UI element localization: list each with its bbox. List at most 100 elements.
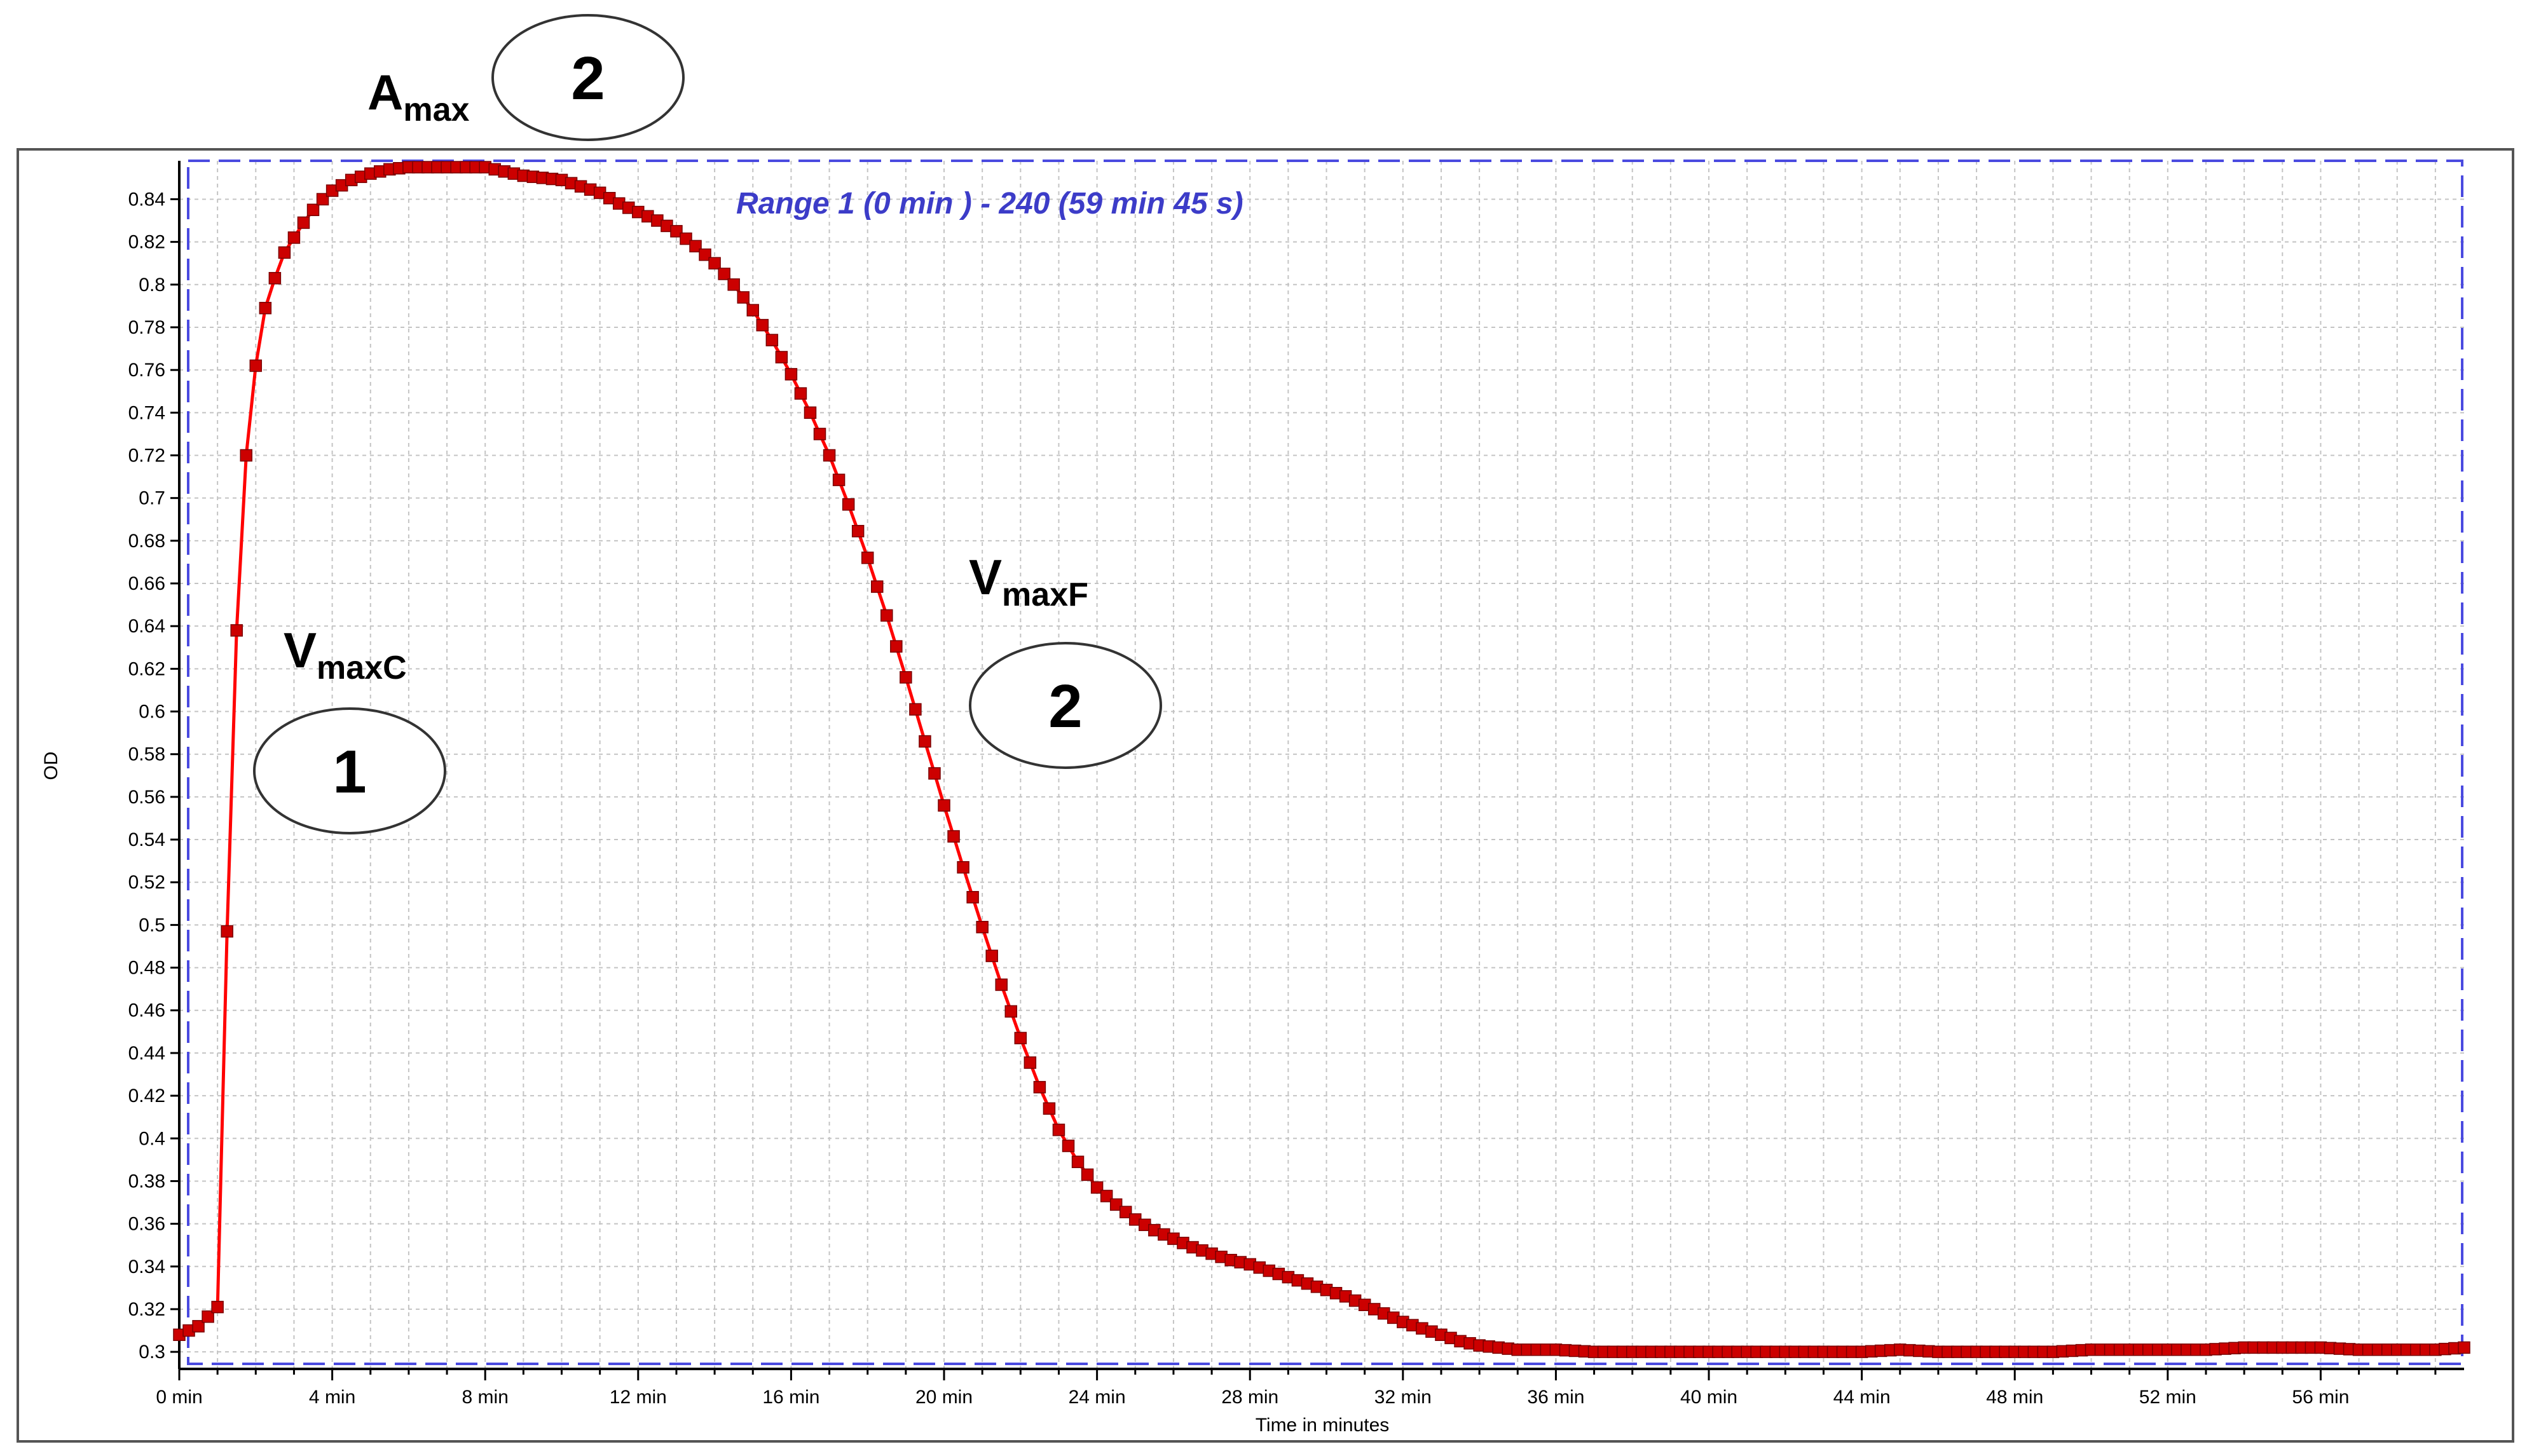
v-max-f-main: V [969, 549, 1002, 605]
data-point [699, 248, 711, 261]
svg-text:Amax: Amax [367, 64, 470, 128]
x-tick-label: 20 min [915, 1387, 973, 1408]
series-markers [173, 161, 2470, 1358]
data-point [689, 240, 702, 253]
data-point [1043, 1102, 1056, 1115]
data-point [670, 225, 683, 238]
y-tick-label: 0.4 [139, 1128, 165, 1149]
grid-lines [179, 161, 2464, 1369]
y-tick-label: 0.54 [128, 829, 165, 850]
range-label: Range 1 (0 min ) - 240 (59 min 45 s) [736, 187, 1243, 221]
data-point [870, 580, 884, 593]
annotation-v-max-f: VmaxF 2 [969, 549, 1162, 769]
v-max-f-number: 2 [1048, 672, 1082, 740]
y-tick-label: 0.68 [128, 531, 165, 552]
data-point [842, 498, 855, 511]
y-axis-ticks: 0.3 0.32 0.34 0.36 0.38 0.4 0.42 0.44 0.46 0.48 0.… [128, 189, 179, 1363]
data-point [1119, 1206, 1132, 1218]
y-tick-label: 0.72 [128, 445, 165, 466]
a-max-number: 2 [571, 44, 605, 112]
y-tick-label: 0.6 [139, 702, 165, 723]
x-tick-label: 40 min [1680, 1387, 1737, 1408]
y-tick-label: 0.66 [128, 573, 165, 594]
data-point [966, 890, 979, 904]
x-tick-label: 24 min [1069, 1387, 1126, 1408]
y-tick-label: 0.78 [128, 317, 165, 338]
y-tick-label: 0.8 [139, 275, 165, 296]
x-tick-label: 0 min [156, 1387, 202, 1408]
data-point [718, 268, 730, 280]
data-point [192, 1320, 205, 1333]
data-point [1024, 1056, 1037, 1069]
data-point [756, 318, 769, 332]
x-tick-label: 28 min [1221, 1387, 1278, 1408]
data-point [804, 406, 817, 419]
y-tick-label: 0.74 [128, 402, 165, 423]
data-point [919, 735, 931, 748]
data-point [794, 387, 807, 400]
annotation-a-max: Amax 2 [367, 14, 685, 141]
data-point [1090, 1181, 1104, 1194]
data-point [832, 473, 846, 486]
svg-text:VmaxF: VmaxF [969, 549, 1088, 613]
range-box [187, 160, 2463, 1365]
data-point [995, 978, 1008, 991]
data-point [900, 671, 912, 684]
y-tick-label: 0.38 [128, 1171, 165, 1192]
data-point [297, 216, 310, 229]
data-point [880, 609, 893, 622]
data-point [861, 551, 874, 564]
data-point [938, 799, 950, 812]
y-tick-label: 0.62 [128, 658, 165, 679]
y-tick-label: 0.46 [128, 1000, 165, 1021]
data-point [278, 246, 291, 259]
x-tick-label: 36 min [1527, 1387, 1584, 1408]
data-point [680, 232, 692, 245]
a-max-sub: max [403, 92, 469, 128]
data-point [928, 767, 941, 780]
v-max-f-sub: maxF [1002, 576, 1088, 613]
y-tick-label: 0.64 [128, 616, 165, 637]
y-tick-label: 0.56 [128, 787, 165, 808]
data-point [823, 449, 836, 462]
data-point [249, 359, 263, 372]
a-max-ellipse [491, 14, 685, 141]
y-tick-label: 0.76 [128, 360, 165, 381]
data-point [287, 231, 301, 244]
y-tick-label: 0.32 [128, 1299, 165, 1320]
data-point [909, 703, 922, 716]
data-point [765, 334, 779, 346]
data-point [1071, 1155, 1085, 1168]
y-tick-label: 0.7 [139, 488, 165, 509]
data-point [1081, 1168, 1094, 1181]
x-tick-label: 8 min [462, 1387, 509, 1408]
a-max-main: A [367, 64, 403, 120]
y-tick-label: 0.44 [128, 1043, 165, 1064]
data-point [230, 624, 243, 637]
data-point [813, 428, 826, 440]
data-point [2458, 1341, 2470, 1354]
x-tick-label: 16 min [762, 1387, 819, 1408]
x-tick-label: 56 min [2292, 1387, 2349, 1408]
data-point [1004, 1005, 1018, 1018]
data-point [1052, 1124, 1065, 1136]
y-tick-label: 0.58 [128, 744, 165, 765]
y-axis-title: OD [41, 752, 62, 780]
svg-text:VmaxC: VmaxC [284, 622, 407, 686]
data-point [259, 301, 272, 315]
x-axis-title: Time in minutes [1256, 1415, 1390, 1436]
v-max-f-ellipse [969, 642, 1162, 769]
data-point [316, 193, 329, 206]
data-point [240, 449, 253, 462]
data-point [708, 257, 721, 269]
annotation-v-max-c: VmaxC 1 [253, 622, 446, 834]
data-point [737, 291, 750, 304]
data-point [784, 368, 798, 381]
data-point [775, 351, 788, 364]
y-tick-label: 0.36 [128, 1214, 165, 1235]
data-point [1062, 1140, 1075, 1152]
v-max-c-ellipse [253, 707, 446, 834]
data-point [221, 925, 233, 938]
y-tick-label: 0.34 [128, 1256, 165, 1277]
y-tick-label: 0.52 [128, 872, 165, 893]
